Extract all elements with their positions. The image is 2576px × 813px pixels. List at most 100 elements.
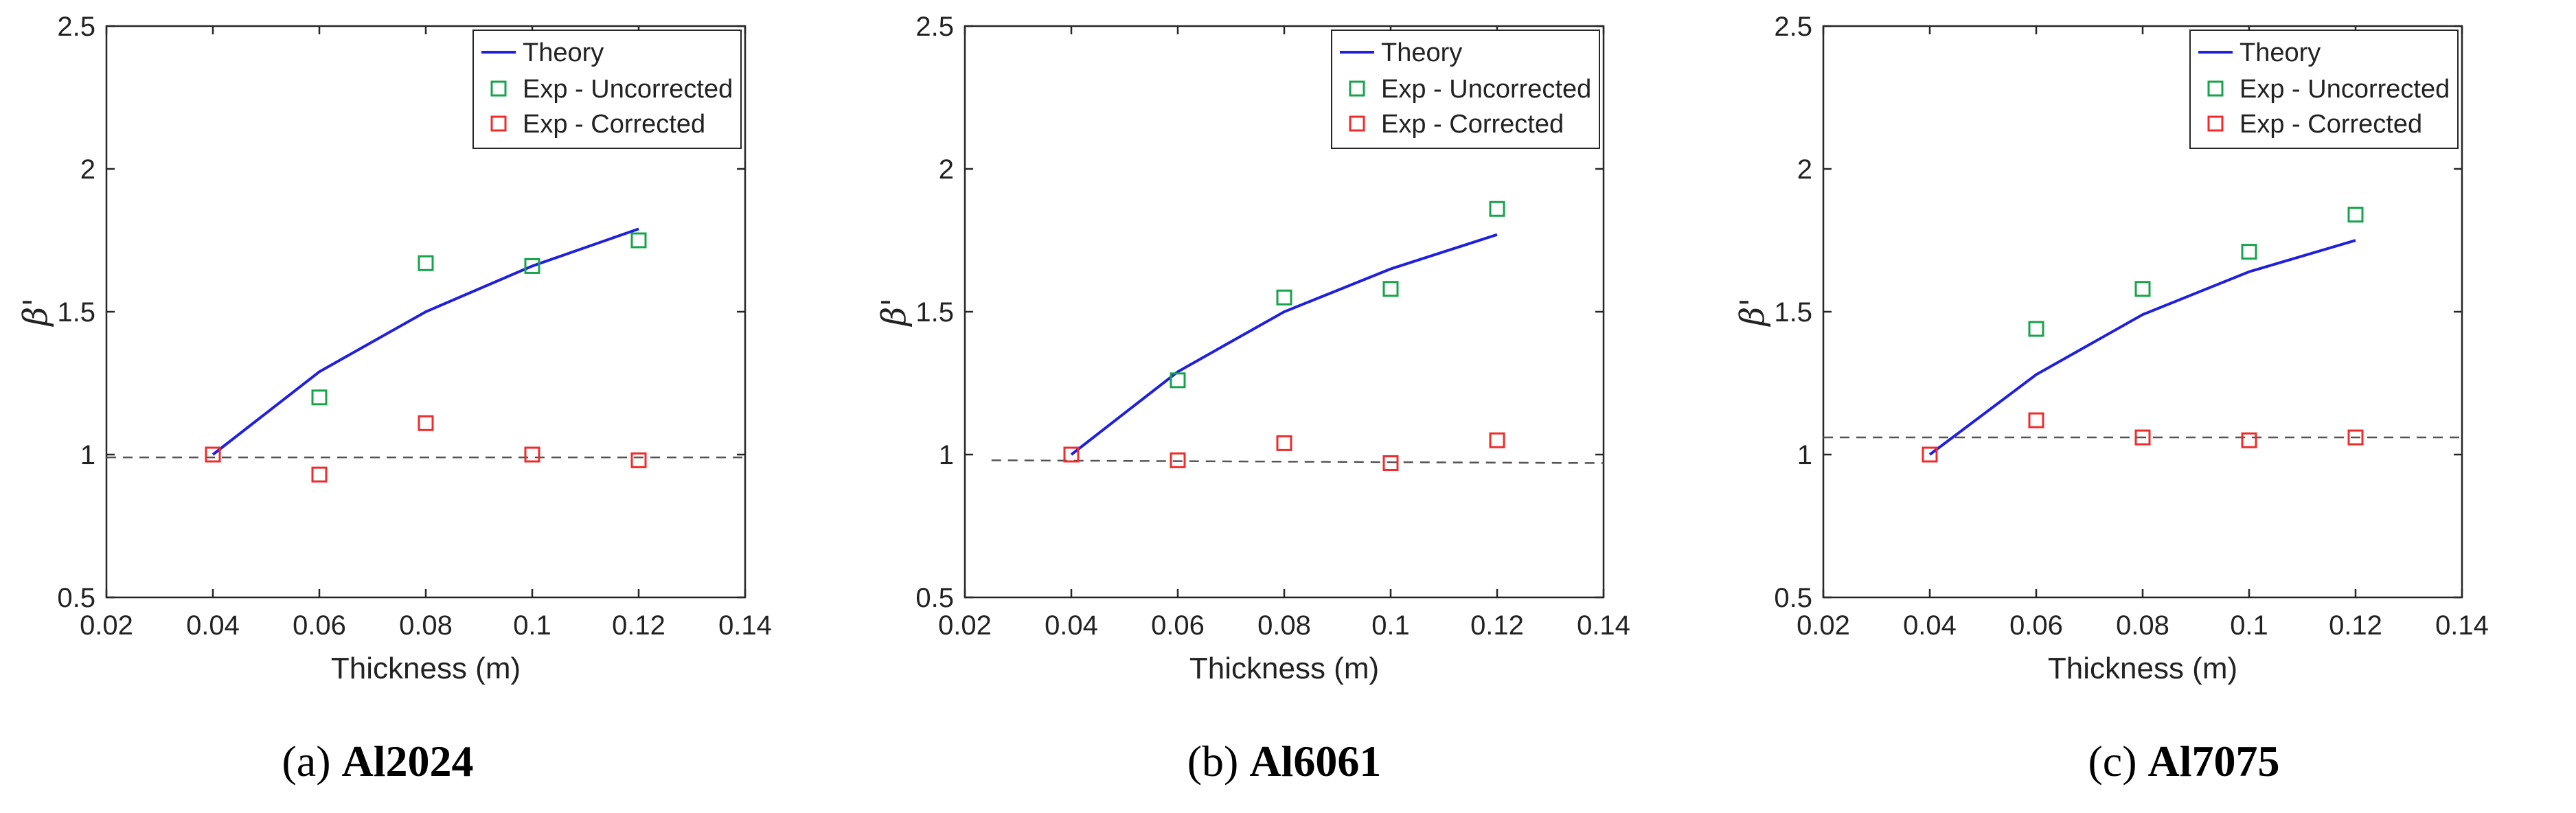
uncorrected-point-c xyxy=(2134,281,2151,297)
uncorrected-point-b xyxy=(1382,281,1399,297)
legend-box-a xyxy=(472,30,742,149)
y-tick-label-c: 2.5 xyxy=(1774,12,1812,42)
legend-uncorrected-label-c: Exp - Uncorrected xyxy=(2239,75,2450,104)
x-tick-label-c: 0.08 xyxy=(2116,610,2169,641)
y-tick-label-a: 1 xyxy=(80,440,95,470)
x-tick-label-a: 0.04 xyxy=(186,610,240,641)
x-axis-label-c: Thickness (m) xyxy=(2048,652,2237,685)
x-tick-label-a: 0.14 xyxy=(718,610,772,641)
x-tick-label-a: 0.02 xyxy=(80,610,133,641)
legend-corrected-swatch-c xyxy=(2207,115,2224,132)
legend-uncorrected-swatch-c xyxy=(2207,80,2224,97)
x-tick-label-c: 0.14 xyxy=(2435,610,2489,641)
y-tick-label-a: 2.5 xyxy=(57,12,95,42)
corrected-point-a xyxy=(311,466,328,483)
caption-b-name: Al6061 xyxy=(1249,737,1382,786)
legend-theory-label-b: Theory xyxy=(1381,38,1462,67)
caption-c-letter: (c) xyxy=(2088,737,2137,786)
caption-a-name: Al2024 xyxy=(341,737,474,786)
x-axis-label-b: Thickness (m) xyxy=(1189,652,1379,685)
theory-line-a xyxy=(212,227,639,456)
caption-a: (a) Al2024 xyxy=(137,736,618,791)
y-tick-label-b: 2 xyxy=(939,154,954,185)
corrected-point-c xyxy=(2134,429,2151,446)
chart-panel-b: 0.02 0.04 0.06 0.08 0.1 0.12 0.14 0.5 1 1.5 2 2.5 Th… xyxy=(875,12,1630,685)
y-tick-label-a: 0.5 xyxy=(57,583,95,613)
corrected-point-b xyxy=(1489,432,1505,448)
uncorrected-point-c xyxy=(2347,207,2364,223)
x-tick-label-a: 0.08 xyxy=(399,610,453,641)
legend-uncorrected-label-b: Exp - Uncorrected xyxy=(1381,75,1591,104)
corrected-point-a xyxy=(205,446,221,463)
legend-theory-label-c: Theory xyxy=(2239,38,2321,67)
legend-uncorrected-label-a: Exp - Uncorrected xyxy=(523,75,733,104)
y-tick-label-b: 0.5 xyxy=(915,583,954,613)
y-tick-label-b: 1 xyxy=(939,440,954,470)
x-tick-label-b: 0.12 xyxy=(1470,610,1524,641)
x-tick-label-c: 0.04 xyxy=(1903,610,1957,641)
x-tick-label-c: 0.02 xyxy=(1797,610,1850,641)
chart-panel-a: 0.02 0.04 0.06 0.08 0.1 0.12 0.14 0.5 1 1.5 2 2.5 Th… xyxy=(16,12,772,685)
x-tick-label-b: 0.1 xyxy=(1371,610,1410,641)
y-tick-label-b: 1.5 xyxy=(915,297,954,328)
x-tick-label-a: 0.1 xyxy=(513,610,551,641)
caption-b: (b) Al6061 xyxy=(1044,736,1525,791)
uncorrected-point-c xyxy=(2241,244,2257,260)
legend-corrected-swatch-b xyxy=(1349,115,1365,132)
y-axis-label-a: β' xyxy=(16,298,55,328)
corrected-point-c xyxy=(2028,412,2044,428)
x-tick-label-b: 0.02 xyxy=(938,610,992,641)
corrected-point-c xyxy=(1922,446,1938,463)
x-tick-label-c: 0.06 xyxy=(2009,610,2063,641)
uncorrected-point-a xyxy=(311,389,328,406)
uncorrected-point-a xyxy=(418,255,434,271)
corrected-point-b xyxy=(1063,446,1080,463)
uncorrected-point-b xyxy=(1489,201,1505,217)
x-tick-label-c: 0.12 xyxy=(2329,610,2382,641)
corrected-point-c xyxy=(2347,429,2364,446)
y-axis-label-b: β' xyxy=(875,298,913,328)
corrected-point-b xyxy=(1382,455,1399,471)
corrected-point-b xyxy=(1170,452,1186,468)
x-tick-label-b: 0.08 xyxy=(1257,610,1311,641)
x-tick-label-b: 0.04 xyxy=(1045,610,1098,641)
y-tick-label-c: 1 xyxy=(1797,440,1812,470)
uncorrected-point-a xyxy=(524,257,540,274)
legend-corrected-label-a: Exp - Corrected xyxy=(523,110,705,139)
x-tick-label-a: 0.12 xyxy=(612,610,665,641)
y-axis-label-c: β' xyxy=(1733,298,1772,328)
y-tick-label-b: 2.5 xyxy=(915,12,954,42)
corrected-point-c xyxy=(2241,432,2257,448)
caption-a-letter: (a) xyxy=(282,737,331,786)
chart-panel-c: 0.02 0.04 0.06 0.08 0.1 0.12 0.14 0.5 1 1.5 2 2.5 Th… xyxy=(1733,12,2489,685)
caption-c: (c) Al7075 xyxy=(1944,736,2424,791)
uncorrected-point-a xyxy=(630,232,647,249)
corrected-point-a xyxy=(630,452,647,468)
corrected-point-a xyxy=(418,415,434,431)
corrected-point-a xyxy=(524,446,540,463)
legend-uncorrected-swatch-b xyxy=(1349,80,1365,97)
legend-theory-label-a: Theory xyxy=(523,38,604,67)
x-tick-label-b: 0.14 xyxy=(1577,610,1630,641)
caption-b-letter: (b) xyxy=(1187,737,1239,786)
y-tick-label-a: 1.5 xyxy=(57,297,95,328)
y-tick-label-c: 2 xyxy=(1797,154,1812,185)
legend-corrected-label-b: Exp - Corrected xyxy=(1381,110,1564,139)
legend-box-c xyxy=(2189,30,2459,149)
uncorrected-point-b xyxy=(1276,289,1292,306)
x-tick-label-b: 0.06 xyxy=(1151,610,1205,641)
legend-box-b xyxy=(1331,30,1600,149)
legend-corrected-label-c: Exp - Corrected xyxy=(2239,110,2422,139)
uncorrected-point-c xyxy=(2028,321,2044,337)
y-tick-label-c: 1.5 xyxy=(1774,297,1812,328)
caption-c-name: Al7075 xyxy=(2147,737,2280,786)
y-tick-label-a: 2 xyxy=(80,154,95,185)
x-tick-label-c: 0.1 xyxy=(2230,610,2268,641)
x-tick-label-a: 0.06 xyxy=(293,610,346,641)
theory-line-b xyxy=(1070,233,1498,456)
legend-uncorrected-swatch-a xyxy=(490,80,507,97)
legend-corrected-swatch-a xyxy=(490,115,507,132)
corrected-point-b xyxy=(1276,435,1292,451)
reference-line-b xyxy=(991,459,1604,464)
